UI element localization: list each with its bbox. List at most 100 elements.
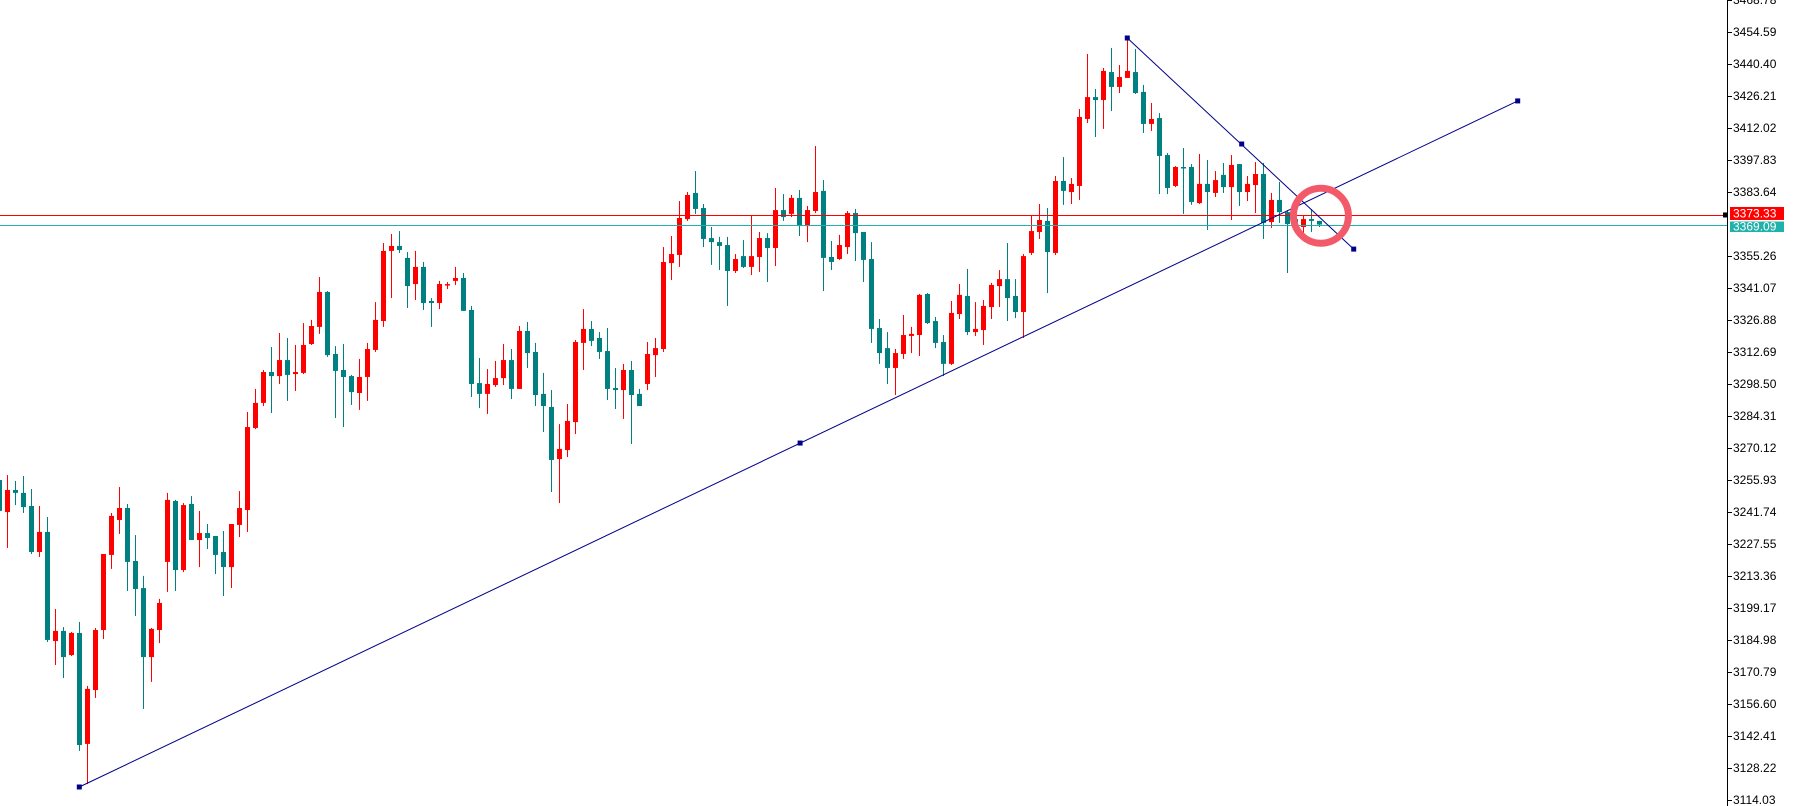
price-axis[interactable]: 3468.78 3454.59 3440.40 3426.21 3412.02 3397.…	[1723, 0, 1784, 806]
candle	[405, 252, 410, 308]
candle	[1093, 88, 1098, 138]
candle	[1269, 192, 1274, 228]
candle-body	[5, 489, 10, 513]
candle	[581, 309, 586, 370]
candle-wick	[975, 302, 976, 336]
trendline-anchor-handle[interactable]	[76, 784, 82, 790]
candle-wick	[495, 360, 496, 387]
candle-wick	[727, 236, 728, 306]
candle-wick	[335, 346, 336, 419]
axis-tick-label: 3199.17	[1733, 601, 1777, 615]
candle	[381, 243, 386, 327]
candle-body	[637, 393, 642, 407]
candle	[629, 360, 634, 444]
candle-body	[789, 197, 794, 214]
candle-body	[645, 353, 650, 384]
candle-body	[1213, 180, 1218, 193]
candle-body	[341, 369, 346, 377]
candle	[741, 240, 746, 269]
candle	[1133, 49, 1138, 94]
candle	[693, 171, 698, 214]
candle	[429, 298, 434, 327]
axis-tick-label: 3227.55	[1733, 537, 1777, 551]
axis-tick-label: 3426.21	[1733, 89, 1777, 103]
candle-wick	[695, 171, 696, 214]
candle-body	[1021, 256, 1026, 313]
candle-body	[1221, 174, 1226, 188]
candle-body	[173, 501, 178, 571]
ask-price-tag	[1730, 206, 1784, 220]
candle	[613, 367, 618, 409]
trendline-anchor-handle[interactable]	[797, 440, 803, 446]
trendline-anchor-handle[interactable]	[1124, 35, 1130, 41]
candle-wick	[999, 270, 1000, 308]
candle	[1213, 171, 1218, 198]
candle-body	[853, 213, 858, 234]
candle	[1253, 162, 1258, 214]
candle-wick	[855, 208, 856, 262]
candle-wick	[431, 298, 432, 327]
axis-tick	[1728, 128, 1732, 129]
candle-body	[821, 190, 826, 258]
candle-body	[373, 319, 378, 350]
axis-tick	[1728, 576, 1732, 577]
candle	[1309, 208, 1314, 232]
axis-tick	[1728, 0, 1732, 1]
candle-body	[949, 312, 954, 364]
trendline-anchor-handle[interactable]	[1351, 246, 1357, 252]
candle-body	[181, 505, 186, 571]
axis-tick	[1728, 480, 1732, 481]
axis-tick-label: 3156.60	[1733, 697, 1777, 711]
candle	[1205, 160, 1210, 230]
ask-line-handle[interactable]	[1723, 212, 1728, 218]
axis-tick-label: 3255.93	[1733, 473, 1777, 487]
candle	[341, 344, 346, 428]
axis-tick-label: 3383.64	[1733, 185, 1777, 199]
axis-tick-label: 3170.79	[1733, 665, 1777, 679]
candle-body	[1045, 220, 1050, 253]
candle	[1261, 162, 1266, 239]
candle	[357, 358, 362, 410]
candle-body	[549, 406, 554, 460]
candle-body	[85, 688, 90, 744]
candle-body	[597, 337, 602, 352]
candle	[573, 339, 578, 435]
candle	[949, 300, 954, 366]
candle-body	[557, 448, 562, 460]
trendline-anchor-handle[interactable]	[1239, 141, 1245, 147]
axis-tick	[1728, 768, 1732, 769]
axis-tick	[1728, 800, 1732, 801]
candle	[733, 254, 738, 274]
axis-tick-label: 3341.07	[1733, 281, 1777, 295]
candle-body	[781, 210, 786, 218]
candle	[789, 194, 794, 218]
candle	[1109, 47, 1114, 112]
candle-body	[1093, 97, 1098, 101]
candle-body	[661, 261, 666, 350]
candle-body	[989, 284, 994, 308]
candle-body	[365, 349, 370, 377]
candle	[93, 627, 98, 698]
candle	[453, 266, 458, 285]
candle-body	[405, 257, 410, 287]
candle	[781, 194, 786, 221]
candle-wick	[1183, 148, 1184, 214]
candle	[861, 231, 866, 283]
candle-body	[325, 291, 330, 356]
candle-body	[1109, 72, 1114, 87]
candle-body	[877, 328, 882, 354]
candle-body	[1165, 155, 1170, 188]
candle-body	[125, 508, 130, 562]
candle	[1157, 113, 1162, 195]
candle-body	[1061, 180, 1066, 191]
candle-body	[1261, 173, 1266, 223]
trendlines-layer[interactable]	[76, 35, 1521, 790]
candle-wick	[279, 332, 280, 384]
trendline-anchor-handle[interactable]	[1515, 98, 1521, 104]
candle-body	[1157, 118, 1162, 156]
candle	[373, 302, 378, 352]
candle-body	[485, 383, 490, 394]
candle	[485, 369, 490, 414]
candle	[397, 231, 402, 253]
